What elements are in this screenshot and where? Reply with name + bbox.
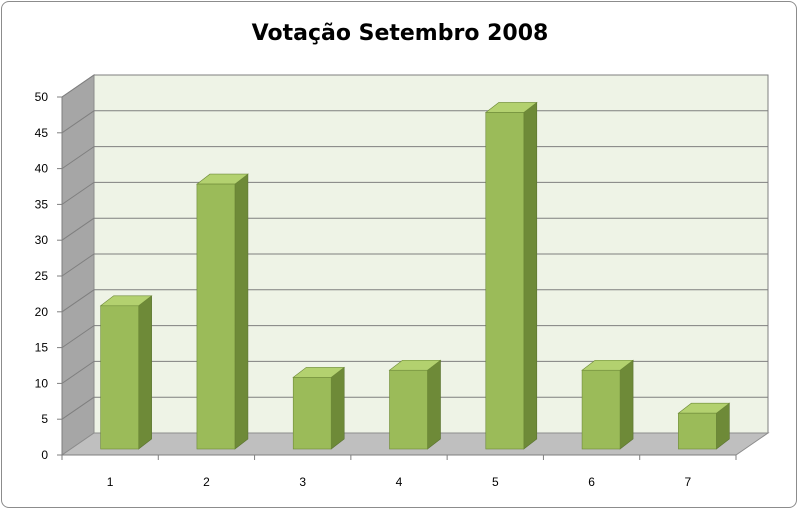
bar-side xyxy=(330,366,345,450)
y-tick-label: 30 xyxy=(35,233,49,247)
gridline-side xyxy=(61,253,95,277)
y-tick-label: 0 xyxy=(41,448,48,462)
bar xyxy=(99,295,153,450)
bar-front xyxy=(389,369,428,450)
bar xyxy=(196,173,249,450)
bar xyxy=(484,101,538,450)
y-tick-label: 45 xyxy=(35,126,49,140)
y-tick-label: 20 xyxy=(35,305,49,319)
x-tick-label: 4 xyxy=(396,475,403,489)
gridline-side xyxy=(61,181,95,205)
bar-side xyxy=(619,359,634,450)
bar xyxy=(581,359,634,450)
bar-side xyxy=(427,359,441,450)
y-tick-label: 15 xyxy=(35,341,49,355)
gridline-side xyxy=(61,217,95,241)
bars xyxy=(99,101,731,450)
gridline-side xyxy=(61,146,95,170)
bar-front xyxy=(581,369,621,450)
x-tick-label: 3 xyxy=(299,475,306,489)
x-tick-label: 2 xyxy=(203,475,210,489)
y-tick-labels: 0 5 10 15 20 25 30 35 40 45 50 xyxy=(35,90,49,462)
x-tick-label: 5 xyxy=(492,475,499,489)
bar-front xyxy=(678,412,717,450)
bar-front xyxy=(196,183,236,450)
x-tick-label: 7 xyxy=(685,475,692,489)
bar-side xyxy=(523,101,538,450)
gridline-side xyxy=(61,396,95,420)
y-tick-label: 10 xyxy=(35,376,49,390)
y-tick-label: 50 xyxy=(35,90,49,104)
bar xyxy=(292,366,346,450)
axes xyxy=(57,96,737,460)
y-tick-label: 40 xyxy=(35,162,49,176)
gridline-side xyxy=(61,110,95,134)
x-tick-labels: 1 2 3 4 5 6 7 xyxy=(107,475,692,489)
bar-front xyxy=(292,377,332,450)
gridline-side xyxy=(61,289,95,313)
bar xyxy=(677,402,731,450)
chart-title: Votação Setembro 2008 xyxy=(252,21,549,46)
bar-front xyxy=(100,305,139,450)
x-tick-label: 1 xyxy=(107,475,114,489)
y-tick-label: 35 xyxy=(35,197,49,211)
x-tick-label: 6 xyxy=(588,475,595,489)
bar-side xyxy=(138,295,152,450)
y-tick-label: 5 xyxy=(41,412,48,426)
y-tick-label: 25 xyxy=(35,269,49,283)
bar-side xyxy=(234,173,249,450)
gridline-side xyxy=(61,360,95,384)
bar-front xyxy=(485,112,525,450)
bar xyxy=(388,359,442,450)
gridline-side xyxy=(61,325,95,349)
gridline-side xyxy=(61,74,95,98)
